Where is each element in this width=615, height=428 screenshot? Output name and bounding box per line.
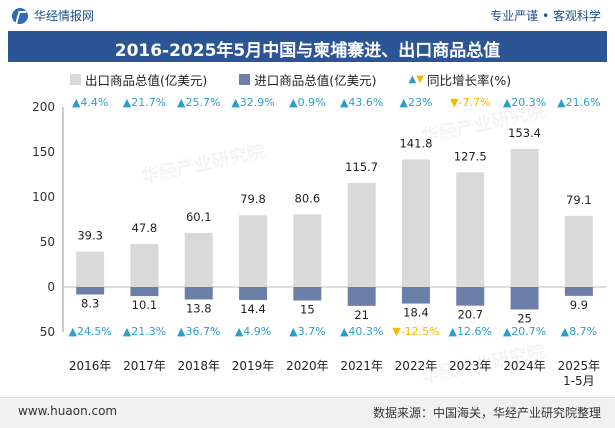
import-growth-label: ▲24.5%	[68, 325, 111, 338]
chart-area: 200 150 100 50 0 50 39.3 8.3 ▲4.4% ▲24.5% 2016年 47.…	[32, 96, 606, 388]
x-tick-label: 2017年	[123, 359, 166, 373]
top-bar: 华经情报网 专业严谨 • 客观科学	[0, 0, 615, 30]
export-growth-label: ▲32.9%	[231, 96, 274, 109]
legend-import: 进口商品总值(亿美元)	[239, 70, 377, 89]
import-bar	[347, 287, 376, 306]
export-bar	[401, 159, 430, 287]
brand-name: 华经情报网	[34, 9, 95, 23]
export-bar	[456, 172, 485, 287]
import-growth-label: ▲8.7%	[561, 325, 597, 338]
import-bar	[239, 287, 268, 300]
huajing-logo-icon	[12, 7, 28, 24]
legend-export-label: 出口商品总值(亿美元)	[85, 73, 208, 88]
import-bar	[564, 287, 593, 296]
import-growth-label: ▲4.9%	[235, 325, 271, 338]
import-bar	[401, 287, 430, 304]
chart-title: 2016-2025年5月中国与柬埔寨进、出口商品总值	[114, 41, 501, 61]
x-tick-label: 2019年	[232, 359, 275, 373]
legend-growth-label: 同比增长率(%)	[426, 73, 512, 88]
y-tick-label: 0	[47, 280, 55, 294]
export-growth-label: ▲20.3%	[503, 96, 546, 109]
legend-import-label: 进口商品总值(亿美元)	[254, 73, 377, 88]
import-growth-label: ▲40.3%	[340, 325, 383, 338]
import-growth-label: ▼-12.5%	[392, 325, 439, 338]
export-value-label: 60.1	[186, 210, 212, 224]
export-growth-label: ▲25.7%	[177, 96, 220, 109]
brand: 华经情报网	[12, 7, 94, 24]
export-value-label: 80.6	[295, 191, 321, 205]
import-value-label: 10.1	[132, 298, 158, 312]
triangle-down-icon: ▼	[416, 74, 424, 85]
import-bar	[293, 287, 322, 301]
export-growth-label: ▲43.6%	[340, 96, 383, 109]
x-tick-label: 2020年	[286, 359, 329, 373]
footer-site: www.huaon.com	[18, 404, 118, 418]
export-bar	[347, 182, 376, 287]
export-value-label: 153.4	[508, 126, 541, 140]
export-value-label: 127.5	[454, 149, 487, 163]
x-tick-label: 2025年	[558, 359, 601, 373]
y-tick-label: 50	[40, 235, 55, 249]
x-tick-label: 2023年	[449, 359, 492, 373]
x-tick-label: 2021年	[340, 359, 383, 373]
x-tick-label: 2018年	[177, 359, 220, 373]
export-bar	[76, 251, 105, 287]
x-tick-label: 2016年	[69, 359, 112, 373]
export-bar	[130, 243, 159, 287]
export-growth-label: ▲23%	[399, 96, 432, 109]
import-value-label: 18.4	[403, 306, 429, 320]
import-bar	[76, 287, 105, 295]
import-value-label: 21	[354, 308, 369, 322]
x-tick-label: 2022年	[395, 359, 438, 373]
export-bar	[564, 215, 593, 287]
export-growth-label: ▲21.6%	[557, 96, 600, 109]
triangle-up-icon: ▲	[408, 74, 417, 85]
import-value-label: 15	[300, 303, 315, 317]
export-bar	[293, 214, 322, 287]
y-tick-label: 200	[32, 100, 55, 114]
export-bar	[510, 148, 539, 287]
import-growth-label: ▲12.6%	[449, 325, 492, 338]
import-growth-label: ▲20.7%	[503, 325, 546, 338]
import-value-label: 25	[517, 312, 532, 326]
x-tick-label: 1-5月	[563, 374, 595, 388]
brand-tagline: 专业严谨 • 客观科学	[490, 9, 601, 23]
import-value-label: 14.4	[240, 302, 266, 316]
import-bar	[130, 287, 159, 297]
import-value-label: 13.8	[186, 301, 212, 315]
legend: 出口商品总值(亿美元) 进口商品总值(亿美元) ▲ ▼ 同比增长率(%)	[70, 70, 543, 89]
title-bar: 2016-2025年5月中国与柬埔寨进、出口商品总值	[8, 31, 607, 62]
import-bar	[184, 287, 213, 300]
export-growth-label: ▲4.4%	[72, 96, 108, 109]
export-value-label: 141.8	[399, 136, 432, 150]
export-bar	[184, 232, 213, 287]
export-value-label: 79.1	[566, 193, 592, 207]
import-growth-label: ▲21.3%	[123, 325, 166, 338]
legend-export: 出口商品总值(亿美元)	[70, 70, 207, 89]
export-growth-label: ▲21.7%	[123, 96, 166, 109]
import-bar	[510, 287, 539, 310]
import-growth-label: ▲36.7%	[177, 325, 220, 338]
import-bar	[456, 287, 485, 306]
export-value-label: 79.8	[240, 192, 266, 206]
export-value-label: 47.8	[132, 221, 158, 235]
export-value-label: 39.3	[77, 229, 103, 243]
export-bar	[239, 215, 268, 287]
import-value-label: 9.9	[570, 298, 588, 312]
footer: www.huaon.com 数据来源：中国海关，华经产业研究院整理	[0, 397, 615, 428]
export-swatch	[70, 74, 81, 85]
footer-source: 数据来源：中国海关，华经产业研究院整理	[372, 406, 601, 420]
import-growth-label: ▲3.7%	[289, 325, 325, 338]
y-tick-label: 150	[32, 145, 55, 159]
export-growth-label: ▼-7.7%	[450, 96, 490, 109]
import-value-label: 8.3	[81, 296, 99, 310]
import-value-label: 20.7	[457, 308, 483, 322]
export-value-label: 115.7	[345, 160, 378, 174]
export-growth-label: ▲0.9%	[289, 96, 325, 109]
y-tick-label: 100	[32, 190, 55, 204]
legend-growth: ▲ ▼ 同比增长率(%)	[409, 70, 512, 89]
y-tick-label: 50	[40, 325, 55, 339]
import-swatch	[239, 74, 251, 85]
x-tick-label: 2024年	[503, 359, 546, 373]
